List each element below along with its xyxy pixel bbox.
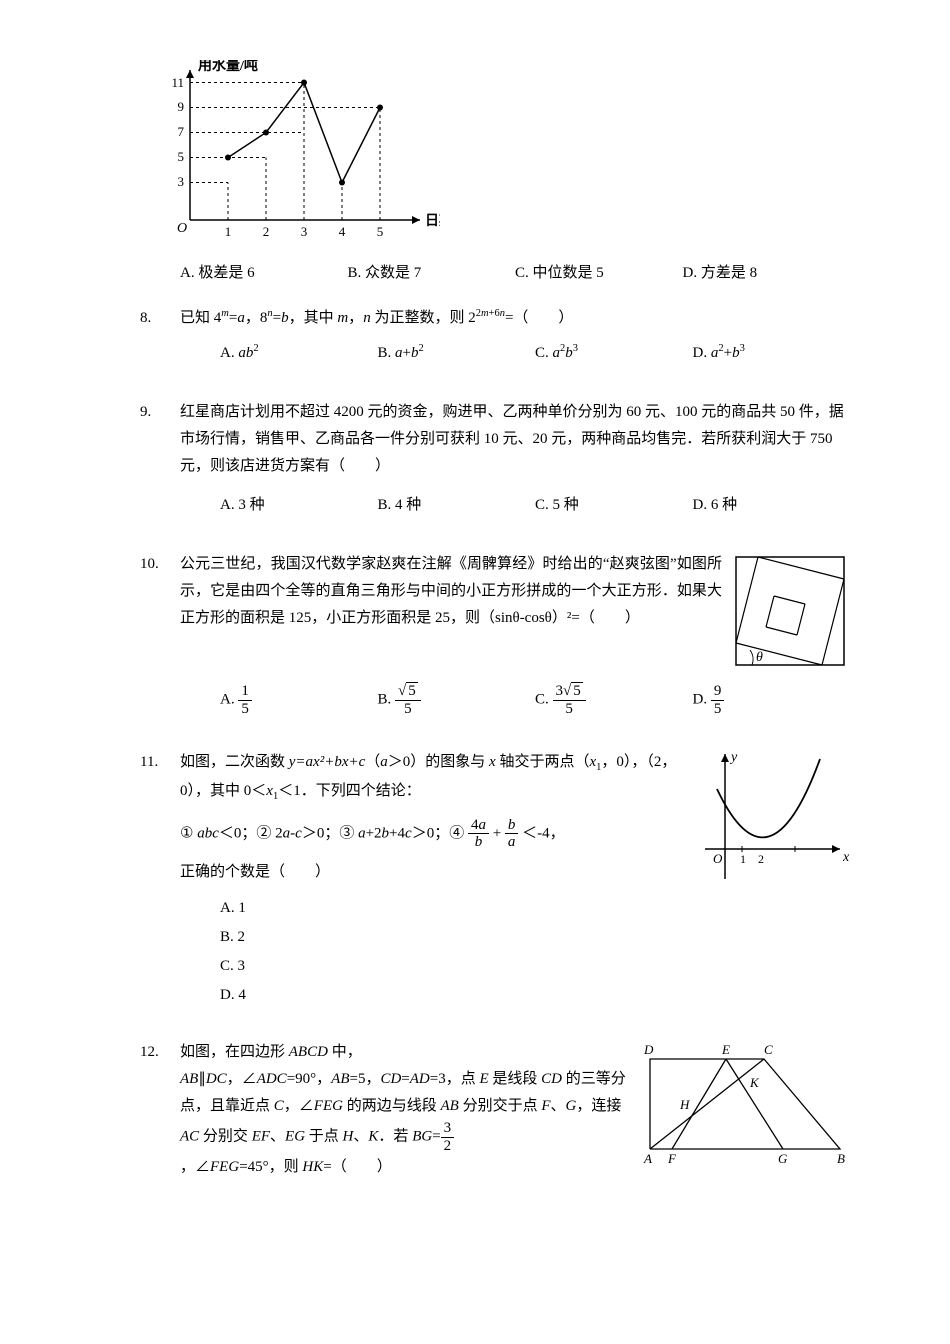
q11-opt-b: B. 2 (220, 924, 850, 951)
q10-num: 10. (140, 551, 180, 578)
q12-figure: A B C D E F G H K (640, 1039, 850, 1169)
svg-text:O: O (177, 221, 187, 236)
svg-text:5: 5 (377, 224, 384, 239)
svg-text:A: A (643, 1151, 652, 1166)
q10-opt-d: D. 95 (693, 683, 851, 717)
q10-options: A. 15 B. 55 C. 355 D. 95 (220, 683, 850, 717)
q11-num: 11. (140, 749, 180, 776)
q9: 9. 红星商店计划用不超过 4200 元的资金，购进甲、乙两种单价分别为 60 … (140, 399, 850, 537)
svg-text:1: 1 (740, 852, 746, 866)
q9-stem: 红星商店计划用不超过 4200 元的资金，购进甲、乙两种单价分别为 60 元、1… (180, 399, 850, 480)
svg-text:θ: θ (756, 650, 763, 665)
q9-opt-d: D. 6 种 (693, 492, 851, 519)
q12-num: 12. (140, 1039, 180, 1066)
svg-text:3: 3 (301, 224, 308, 239)
svg-text:1: 1 (225, 224, 232, 239)
q11-options: A. 1 B. 2 C. 3 D. 4 (220, 895, 850, 1009)
q7-opt-a: A. 极差是 6 (180, 260, 348, 287)
svg-text:用水量/吨: 用水量/吨 (198, 60, 258, 74)
svg-text:K: K (749, 1075, 760, 1090)
svg-text:C: C (764, 1042, 773, 1057)
water-usage-chart: O 3 5 7 9 11 1 2 3 4 5 (140, 60, 440, 250)
q11: 11. O y x 1 2 (140, 749, 850, 1015)
q7-chart: O 3 5 7 9 11 1 2 3 4 5 (140, 60, 850, 250)
q11-opt-a: A. 1 (220, 895, 850, 922)
q7-opt-b: B. 众数是 7 (348, 260, 516, 287)
q9-num: 9. (140, 399, 180, 426)
svg-text:H: H (679, 1097, 690, 1112)
q10-opt-a: A. 15 (220, 683, 378, 717)
q8-num: 8. (140, 305, 180, 332)
svg-text:3: 3 (178, 174, 185, 189)
q10-opt-c: C. 355 (535, 683, 693, 717)
q7-opt-d: D. 方差是 8 (683, 260, 851, 287)
q8: 8. 已知 4m=a，8n=b，其中 m，n 为正整数，则 22m+6n=（ ）… (140, 305, 850, 385)
q8-opt-c: C. a2b3 (535, 340, 693, 367)
svg-text:O: O (713, 851, 723, 866)
svg-text:B: B (837, 1151, 845, 1166)
q10-opt-b: B. 55 (378, 683, 536, 717)
q7-options: A. 极差是 6 B. 众数是 7 C. 中位数是 5 D. 方差是 8 (180, 260, 850, 287)
q9-opt-b: B. 4 种 (378, 492, 536, 519)
svg-text:4: 4 (339, 224, 346, 239)
q9-opt-c: C. 5 种 (535, 492, 693, 519)
q9-options: A. 3 种 B. 4 种 C. 5 种 D. 6 种 (220, 492, 850, 519)
q11-opt-d: D. 4 (220, 982, 850, 1009)
q10: 10. (140, 551, 850, 735)
svg-text:7: 7 (178, 124, 185, 139)
q8-opt-a: A. ab2 (220, 340, 378, 367)
q7-opt-c: C. 中位数是 5 (515, 260, 683, 287)
q8-options: A. ab2 B. a+b2 C. a2b3 D. a2+b3 (220, 340, 850, 367)
svg-text:x: x (842, 850, 850, 865)
q8-opt-d: D. a2+b3 (693, 340, 851, 367)
svg-text:y: y (729, 750, 738, 765)
svg-text:2: 2 (263, 224, 270, 239)
svg-text:11: 11 (171, 75, 184, 90)
q8-opt-b: B. a+b2 (378, 340, 536, 367)
svg-text:9: 9 (178, 99, 185, 114)
svg-text:5: 5 (178, 149, 185, 164)
q8-stem: 已知 4m=a，8n=b，其中 m，n 为正整数，则 22m+6n=（ ） (180, 305, 850, 332)
q11-opt-c: C. 3 (220, 953, 850, 980)
q10-figure: θ (730, 551, 850, 671)
svg-text:F: F (667, 1151, 677, 1166)
svg-text:2: 2 (758, 852, 764, 866)
svg-text:D: D (643, 1042, 654, 1057)
svg-text:G: G (778, 1151, 788, 1166)
q11-figure: O y x 1 2 (700, 749, 850, 889)
svg-text:日期: 日期 (425, 213, 440, 229)
q9-opt-a: A. 3 种 (220, 492, 378, 519)
q12: 12. A B C D E (140, 1039, 850, 1181)
svg-text:E: E (721, 1042, 730, 1057)
